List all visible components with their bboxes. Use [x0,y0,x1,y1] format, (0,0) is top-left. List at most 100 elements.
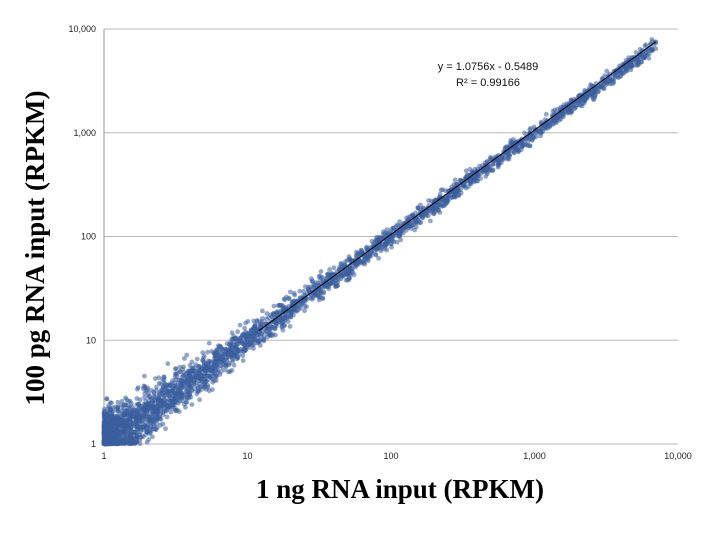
y-tick-label: 10 [86,335,96,345]
data-point [338,261,344,266]
data-point [371,243,376,249]
data-point [607,71,613,77]
data-point [101,433,107,439]
data-point [231,351,237,357]
data-point [103,411,109,417]
data-point [184,370,190,376]
data-point [119,418,124,423]
data-point [177,364,183,370]
data-point [309,278,315,284]
data-point [170,398,175,404]
data-point [189,359,195,365]
data-point [415,206,421,212]
data-point [173,366,178,372]
data-point [123,423,129,429]
data-point [197,397,203,403]
data-point [563,108,569,114]
data-point [177,391,183,396]
data-point [138,404,144,409]
data-point [152,424,158,430]
data-point [273,332,278,338]
data-point [378,246,384,252]
data-point [330,271,335,277]
data-point [457,178,463,183]
data-point [105,422,111,427]
data-point [134,408,140,414]
data-point [336,277,341,282]
data-point [381,229,386,235]
data-point [637,52,642,58]
data-point [227,369,233,374]
data-point [174,399,179,405]
data-point [198,385,203,390]
data-point [398,237,404,243]
data-point [329,278,335,284]
data-point [254,318,260,324]
data-point [212,371,217,377]
data-point [121,402,127,407]
data-point [186,389,192,394]
data-point [105,428,111,433]
data-point [606,78,611,83]
data-point [201,355,206,361]
data-point [165,361,171,367]
data-point [445,194,451,200]
data-point [124,397,130,402]
data-point [440,203,446,209]
data-point [148,405,154,411]
data-point [496,152,501,158]
data-point [504,156,510,162]
data-point [232,345,238,350]
data-point [533,134,539,140]
data-point [163,426,168,432]
data-point [444,198,450,204]
x-tick-label: 10,000 [664,451,692,461]
data-point [277,314,283,319]
data-point [630,59,636,65]
data-point [588,90,594,96]
data-point [263,316,269,322]
data-point [229,330,235,336]
data-point [127,436,133,442]
data-point [124,410,129,416]
data-point [497,157,502,162]
data-point [258,321,264,327]
data-point [243,320,249,326]
data-point [397,219,402,225]
data-point [646,51,652,57]
data-point [369,238,375,244]
data-point [146,393,151,399]
data-point [598,83,604,89]
data-point [345,270,351,276]
data-point [201,366,207,372]
data-point [287,324,293,329]
data-point [161,374,167,380]
data-point [538,127,544,132]
data-point [534,130,540,136]
data-point [604,68,610,74]
data-point [102,440,107,446]
data-point [247,341,253,347]
data-point [205,349,210,355]
data-point [373,251,379,257]
data-point [182,356,187,361]
data-point [376,255,381,261]
data-point [288,308,294,314]
data-point [130,404,135,410]
data-point [257,338,263,344]
data-point [302,308,307,314]
data-point [397,233,403,239]
data-point [194,356,200,362]
data-point [133,438,139,444]
data-point [496,161,501,167]
data-point [290,299,296,304]
data-point [158,393,164,398]
data-point [439,198,445,204]
data-point [249,337,255,342]
data-point [120,440,126,446]
data-point [235,329,241,335]
data-point [435,207,441,213]
data-point [210,387,215,392]
data-point [200,350,206,356]
